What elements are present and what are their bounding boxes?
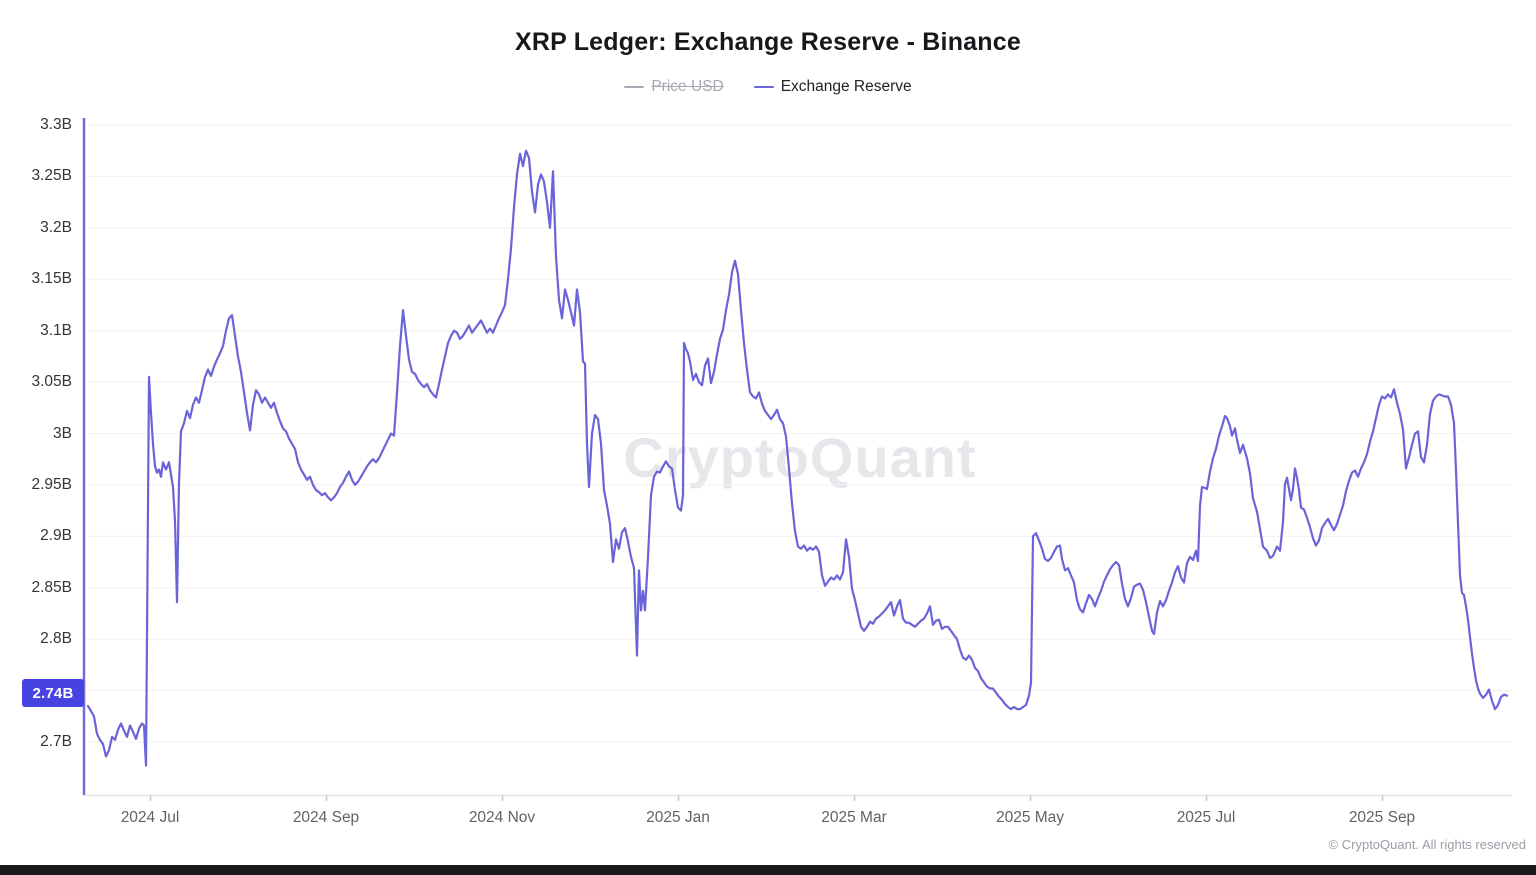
x-tick-label-2025-May: 2025 May xyxy=(995,809,1065,826)
y-tick-label-2.9B: 2.9B xyxy=(40,527,72,545)
price-usd-dash-icon xyxy=(624,86,645,88)
y-tick-label-3.1B: 3.1B xyxy=(40,321,72,339)
legend-label-exchange-reserve: Exchange Reserve xyxy=(780,78,912,95)
chart-title: XRP Ledger: Exchange Reserve - Binance xyxy=(515,28,1021,56)
gridlines xyxy=(84,124,1512,743)
y-tick-label-3B: 3B xyxy=(53,424,72,442)
x-tick-label-2025-Jan: 2025 Jan xyxy=(646,809,710,826)
x-tick-label-2025-Jul: 2025 Jul xyxy=(1176,809,1236,826)
y-tick-label-2.85B: 2.85B xyxy=(31,578,72,596)
y-tick-label-3.15B: 3.15B xyxy=(31,270,72,288)
y-tick-label-2.8B: 2.8B xyxy=(40,630,72,648)
y-tick-label-2.7B: 2.7B xyxy=(40,733,72,750)
x-tick-label-2024-Nov: 2024 Nov xyxy=(468,809,536,826)
copyright-text: © CryptoQuant. All rights reserved xyxy=(1328,837,1526,852)
y-tick-label-3.05B: 3.05B xyxy=(31,373,72,391)
x-tick-label-2025-Sep: 2025 Sep xyxy=(1348,809,1416,826)
y-tick-label-2.95B: 2.95B xyxy=(31,475,72,493)
y-tick-label-3.3B: 3.3B xyxy=(40,116,72,133)
legend-item-price-usd[interactable]: Price USD xyxy=(624,78,724,96)
x-tick-label-2024-Jul: 2024 Jul xyxy=(120,809,180,826)
exchange-reserve-dash-icon xyxy=(753,86,774,88)
exchange-reserve-line xyxy=(86,149,1509,767)
y-tick-label-3.2B: 3.2B xyxy=(40,218,72,236)
legend: Price USD Exchange Reserve xyxy=(0,78,1536,96)
x-axis-ticks xyxy=(149,795,1384,801)
last-value-badge: 2.74B xyxy=(22,679,84,708)
legend-item-exchange-reserve[interactable]: Exchange Reserve xyxy=(753,78,912,96)
bottom-bar xyxy=(0,865,1536,875)
legend-label-price-usd: Price USD xyxy=(651,78,724,95)
x-tick-label-2024-Sep: 2024 Sep xyxy=(292,809,360,826)
y-tick-label-3.25B: 3.25B xyxy=(31,167,72,185)
x-tick-label-2025-Mar: 2025 Mar xyxy=(821,809,887,826)
